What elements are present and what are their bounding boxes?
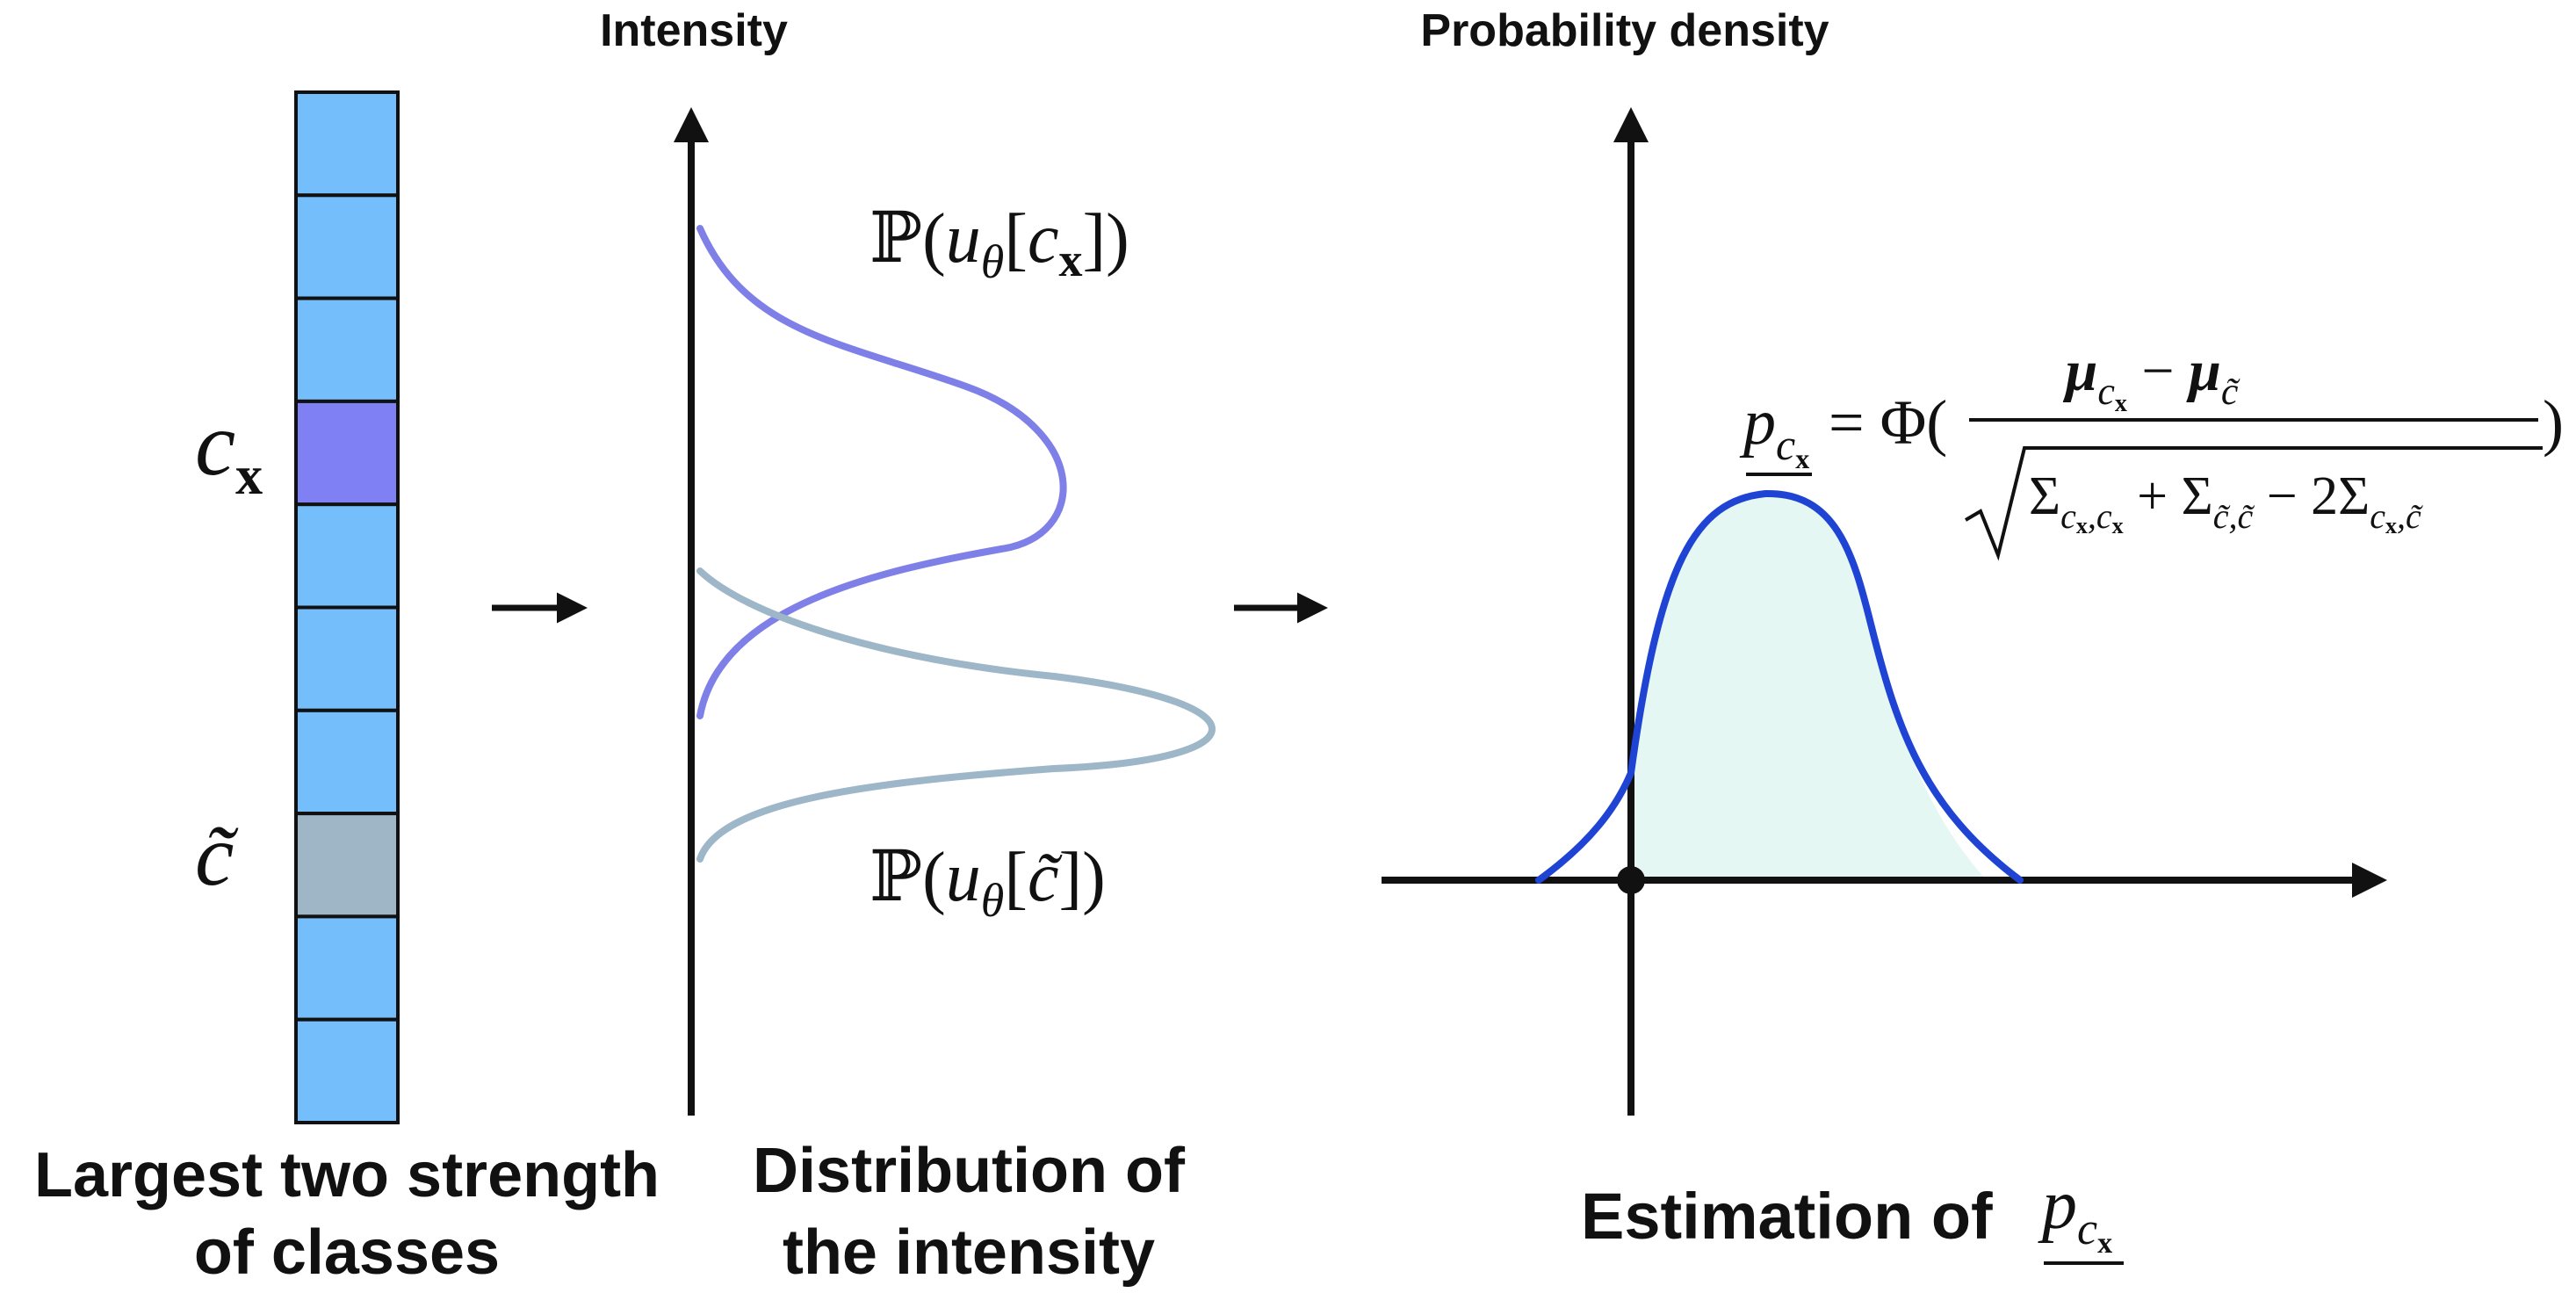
density-axis-title: Probability density — [1420, 5, 1829, 56]
formula-numerator: μcx − μc̃ — [2063, 339, 2241, 417]
density-curve — [1535, 489, 2024, 884]
vector-cell — [294, 914, 400, 1022]
formula-equals-phi: = Φ( — [1829, 387, 1947, 458]
formula-prob-cx: ℙ(uθ[cx]) — [869, 200, 1129, 288]
vector-cell — [294, 708, 400, 816]
density-shaded-area — [1631, 493, 2020, 880]
caption-estimation: Estimation of — [1581, 1180, 1993, 1253]
caption-estimation-pcx: pcx — [2038, 1167, 2112, 1260]
vector-cell — [294, 1017, 400, 1124]
vector-cell-ctilde — [294, 812, 400, 919]
intensity-axis-title: Intensity — [600, 5, 788, 56]
vector-cell — [294, 502, 400, 610]
formula-close-paren: ) — [2543, 387, 2564, 458]
class-vector-panel: cx c̃ Largest two strength of classes — [34, 90, 660, 1288]
distribution-curve-ctilde — [696, 567, 1216, 863]
vector-cell — [294, 605, 400, 712]
vector-cell — [294, 296, 400, 403]
caption-vector-line1: Largest two strength — [34, 1140, 660, 1210]
caption-vector-line2: of classes — [194, 1217, 500, 1288]
vector-cell-cx — [294, 399, 400, 507]
estimation-panel: Probability density pcx = Φ( μcx − μc̃ Σ… — [1382, 5, 2564, 1265]
label-cx-letter: c — [195, 394, 235, 495]
class-vector — [294, 90, 400, 1124]
formula-pcx: pcx = Φ( μcx − μc̃ Σcx,cx + Σc̃,c̃ − 2Σc… — [1739, 339, 2564, 561]
formula-prob-ctilde: ℙ(uθ[c̃]) — [869, 839, 1106, 927]
formula-lhs: pcx — [1739, 386, 1809, 474]
origin-point — [1617, 866, 1645, 894]
formula-denominator: Σcx,cx + Σc̃,c̃ − 2Σcx,c̃ — [2029, 466, 2423, 538]
vector-cell — [294, 90, 400, 198]
label-cx-subscript: x — [235, 446, 263, 506]
caption-distribution-line1: Distribution of — [753, 1136, 1186, 1206]
label-cx: cx — [195, 394, 263, 506]
distribution-panel: Intensity ℙ(uθ[cx]) ℙ(uθ[c̃]) Distributi… — [600, 5, 1216, 1288]
label-ctilde: c̃ — [195, 806, 239, 904]
formula-sqrt-sign — [1964, 446, 2543, 561]
vector-cell — [294, 193, 400, 300]
caption-distribution-line2: the intensity — [783, 1217, 1155, 1288]
distribution-curve-cx — [696, 225, 1067, 719]
